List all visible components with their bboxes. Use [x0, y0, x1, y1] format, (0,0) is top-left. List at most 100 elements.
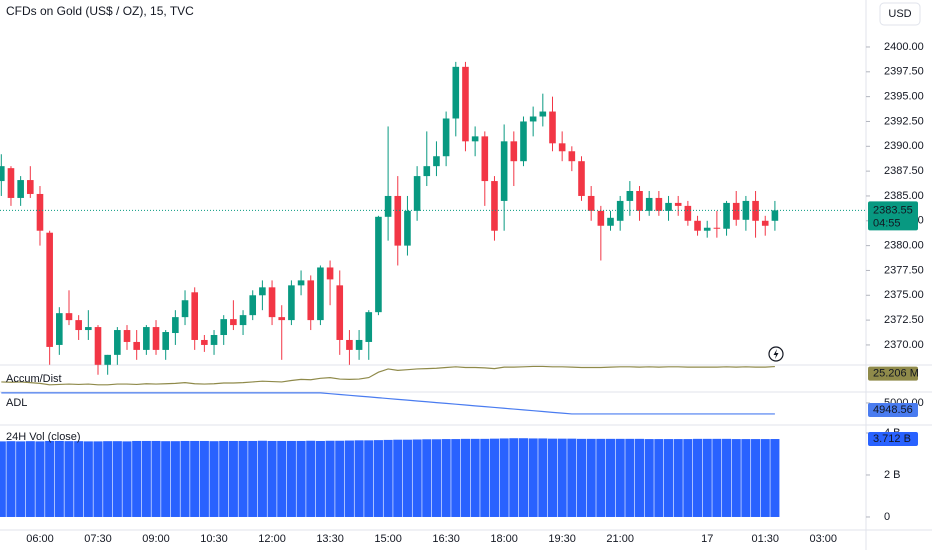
candle-body [65, 313, 73, 321]
candle-body [723, 202, 730, 229]
volume-bar [567, 438, 577, 517]
volume-bar [286, 440, 296, 517]
volume-bar [257, 440, 267, 517]
candle-body [56, 313, 63, 345]
candle-body [616, 200, 624, 221]
volume-bar [228, 440, 238, 517]
volume-bar [741, 439, 751, 517]
candle-body [607, 217, 614, 226]
volume-bar [112, 441, 122, 517]
candle-body [433, 156, 440, 167]
candle-body [355, 339, 363, 350]
candle-body [694, 220, 701, 231]
x-tick-label: 12:00 [258, 533, 286, 545]
candle-body [85, 327, 92, 331]
volume-bar [596, 438, 606, 517]
candle-body [239, 315, 247, 326]
volume-bar [654, 439, 664, 517]
volume-bar [83, 441, 93, 517]
volume-bar [615, 438, 625, 517]
candle-body [761, 220, 769, 226]
volume-bar [238, 440, 248, 517]
volume-bar [344, 440, 354, 517]
volume-bar [93, 441, 103, 517]
volume-bar [25, 441, 35, 517]
volume-bar [0, 441, 6, 517]
candle-body [771, 210, 779, 221]
candle-body [713, 227, 721, 229]
currency-label[interactable]: USD [888, 8, 911, 20]
volume-bar [683, 439, 693, 517]
candle-body [191, 292, 198, 340]
volume-bar [538, 438, 548, 517]
volume-bar [557, 438, 567, 517]
volume-bar [373, 440, 383, 517]
candle-body [268, 287, 276, 318]
candle-body [46, 232, 53, 347]
x-tick-label: 21:00 [606, 533, 634, 545]
volume-bar [306, 440, 316, 517]
candle-body [491, 181, 498, 231]
volume-bar [460, 438, 470, 517]
volume-bar [751, 439, 761, 517]
candle-body [413, 176, 421, 211]
volume-bar [151, 440, 161, 517]
volume-bar [644, 439, 654, 517]
volume-bar [673, 439, 683, 517]
volume-bar [731, 439, 741, 517]
candle-body [172, 317, 179, 334]
volume-bar [693, 438, 703, 517]
volume-bar [402, 439, 412, 517]
volume-bar [103, 441, 113, 517]
alert-bolt[interactable] [773, 349, 779, 359]
volume-bar [383, 439, 393, 517]
candle-body [297, 280, 305, 286]
currency-button[interactable] [879, 2, 921, 26]
candle-body [520, 121, 527, 162]
volume-bar [702, 438, 712, 517]
candle-body [307, 280, 315, 321]
volume-bar [161, 441, 171, 517]
alert-icon[interactable] [768, 346, 784, 362]
last-value: 25.206 M [873, 367, 919, 379]
x-tick-label: 13:30 [316, 533, 344, 545]
volume-bar [325, 440, 335, 517]
volume-bar [122, 441, 132, 517]
y-tick-label: 2 B [884, 469, 901, 481]
pane-label: ADL [6, 397, 27, 409]
candle-body [249, 295, 257, 316]
volume-bar [180, 440, 190, 517]
volume-bar [219, 440, 229, 517]
candle-body [655, 197, 663, 211]
x-tick-label: 19:30 [548, 533, 576, 545]
candle-body [703, 227, 711, 231]
y-tick-label: 0 [884, 511, 890, 523]
chart-title: CFDs on Gold (US$ / OZ), 15, TVC [6, 4, 194, 18]
volume-bar [518, 438, 529, 517]
x-tick-label: 01:30 [751, 533, 779, 545]
x-tick-label: 15:00 [374, 533, 402, 545]
volume-bar [364, 440, 374, 517]
candle-body [742, 200, 750, 220]
y-tick-label: 2375.00 [884, 289, 924, 301]
volume-bar [315, 440, 325, 517]
volume-bar [54, 440, 64, 517]
candle-body [75, 320, 82, 331]
candle-body [752, 200, 759, 221]
candle-body [568, 151, 576, 162]
last-value: 3.712 B [873, 433, 911, 445]
candle-body [529, 116, 537, 122]
candle-body [597, 210, 605, 226]
volume-bar [393, 439, 403, 517]
x-tick-label: 03:00 [809, 533, 837, 545]
volume-bar [451, 439, 461, 517]
candle-body [36, 193, 44, 231]
candle-body [442, 118, 450, 157]
candle-body [636, 190, 643, 211]
candle-body [365, 312, 373, 342]
countdown: 04:55 [873, 217, 901, 229]
volume-bar [45, 440, 55, 517]
candle-body [684, 205, 692, 221]
y-tick-label: 2400.00 [884, 41, 924, 53]
candle-body [0, 166, 5, 182]
